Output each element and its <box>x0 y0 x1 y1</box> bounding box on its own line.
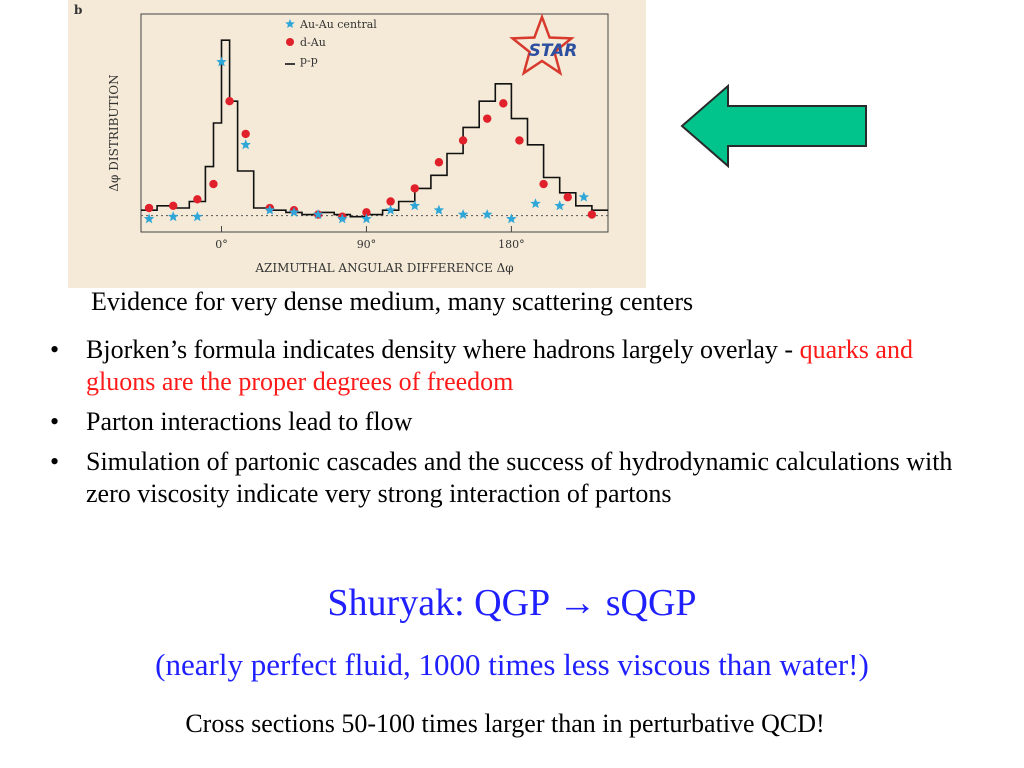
bullet-dot: • <box>50 407 60 436</box>
shuryak-heading: Shuryak: QGP → sQGP <box>0 580 1024 626</box>
bullet-text: Parton interactions lead to flow <box>86 407 413 436</box>
data-point-auau <box>240 139 251 150</box>
panel-label: b <box>74 3 82 17</box>
bullet-item-bjorken: • Bjorken’s formula indicates density wh… <box>40 334 980 398</box>
data-point-dau <box>587 210 597 219</box>
data-point-dau <box>362 208 371 217</box>
data-point-auau <box>143 213 155 224</box>
chart-svg: 0° 90° 180° AZIMUTHAL ANGULAR DIFFERENCE Δφ… <box>74 3 609 275</box>
y-axis-label: Δφ DISTRIBUTION <box>107 74 121 191</box>
data-point-auau <box>433 204 445 215</box>
data-point-dau <box>539 179 548 189</box>
data-point-dau <box>193 195 202 204</box>
perfect-fluid-note: (nearly perfect fluid, 1000 times less v… <box>155 647 869 682</box>
legend-label-auau: Au-Au central <box>299 18 377 31</box>
bullet-dot: • <box>50 447 60 476</box>
data-point-dau <box>499 99 508 108</box>
legend-marker-auau <box>285 19 295 28</box>
right-arrow-icon: → <box>558 582 597 624</box>
x-axis-label: AZIMUTHAL ANGULAR DIFFERENCE Δφ <box>254 261 513 275</box>
x-tick-label: 180° <box>498 238 524 251</box>
data-point-auau <box>506 213 517 224</box>
data-point-dau <box>563 192 572 202</box>
x-tick-label: 0° <box>215 238 228 251</box>
data-point-dau <box>209 179 218 189</box>
data-point-auau <box>337 213 348 224</box>
data-point-auau <box>288 206 300 217</box>
data-point-auau <box>409 200 420 211</box>
left-arrow-icon <box>680 84 867 169</box>
legend-label-dau: d-Au <box>300 36 326 49</box>
legend-marker-dau <box>286 38 294 46</box>
data-point-dau <box>483 114 492 123</box>
x-tick-label: 90° <box>357 238 377 251</box>
star-logo-text: STAR <box>529 41 578 61</box>
data-point-auau <box>168 211 179 222</box>
plot-frame <box>140 13 609 233</box>
series-pp-step-line <box>141 39 608 218</box>
azimuthal-correlation-figure: 0° 90° 180° AZIMUTHAL ANGULAR DIFFERENCE Δφ… <box>68 0 646 288</box>
bullet-list: • Bjorken’s formula indicates density wh… <box>40 334 980 518</box>
bullet-item-simulation: • Simulation of partonic cascades and th… <box>40 446 980 510</box>
data-point-dau <box>169 201 178 211</box>
shuryak-prefix: Shuryak: QGP <box>327 582 559 624</box>
data-point-auau <box>192 211 203 222</box>
bullet-dot: • <box>50 335 60 364</box>
data-point-dau <box>144 203 154 213</box>
bullet-text: Simulation of partonic cascades and the … <box>86 447 953 508</box>
data-point-dau <box>515 136 524 145</box>
data-point-auau <box>216 56 227 67</box>
data-point-auau <box>385 204 396 215</box>
bullet-text: Bjorken’s formula indicates density wher… <box>86 335 800 364</box>
star-logo-icon <box>509 13 575 76</box>
cross-section-note: Cross sections 50-100 times larger than … <box>185 709 825 738</box>
data-point-auau <box>312 209 324 219</box>
data-point-auau <box>482 209 493 219</box>
data-point-dau <box>458 136 468 145</box>
bullet-item-flow: • Parton interactions lead to flow <box>40 406 980 438</box>
bullet-highlight: quarks and gluons are the proper degrees… <box>86 335 913 396</box>
data-point-auau <box>457 209 469 219</box>
data-point-auau <box>264 204 276 215</box>
legend-label-pp: p-p <box>300 54 318 67</box>
data-point-dau <box>241 129 250 139</box>
data-point-dau <box>410 184 419 193</box>
evidence-caption: Evidence for very dense medium, many sca… <box>91 287 694 316</box>
shuryak-suffix: sQGP <box>596 582 697 624</box>
data-point-auau <box>361 213 372 224</box>
data-point-auau <box>554 200 565 211</box>
data-point-dau <box>225 97 234 106</box>
data-point-dau <box>386 197 395 206</box>
data-point-auau <box>578 191 590 202</box>
data-point-auau <box>530 198 541 209</box>
data-point-dau <box>434 158 444 167</box>
